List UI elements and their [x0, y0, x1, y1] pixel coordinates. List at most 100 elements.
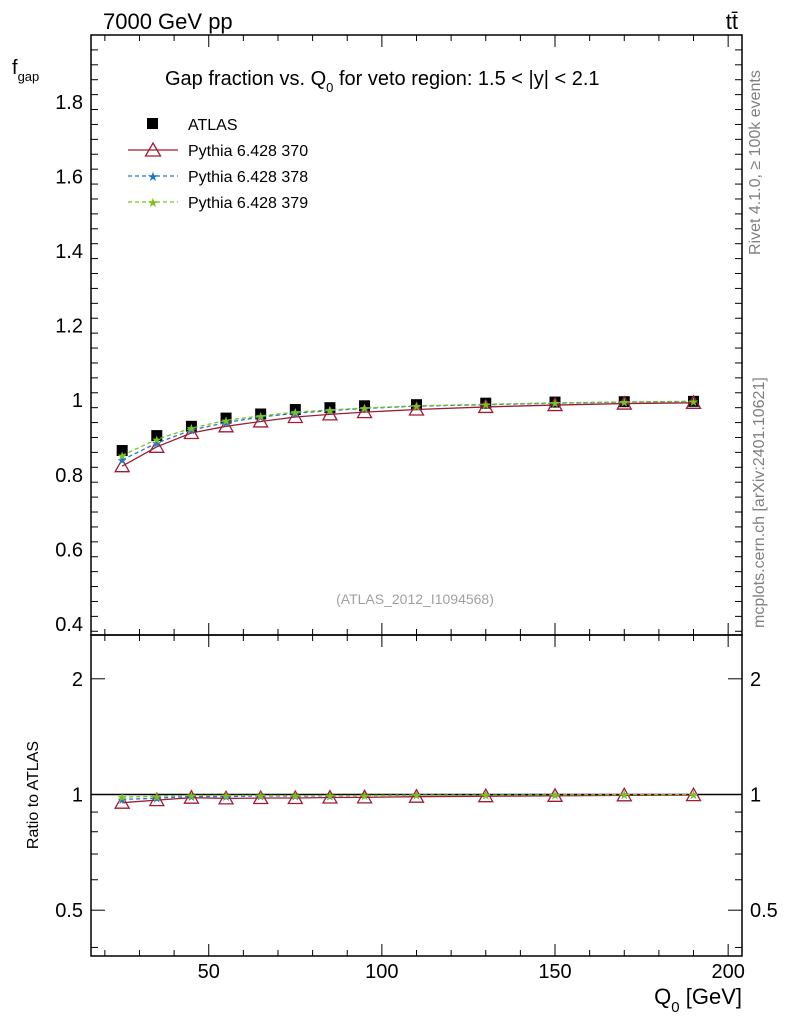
main-pythia-6-428-370-point — [321, 406, 339, 421]
ratio-pythia-6-428-379-point: ★ — [186, 789, 197, 803]
legend-label-pythia-379: Pythia 6.428 379 — [188, 195, 308, 212]
main-pythia-6-428-379-point: ★ — [255, 409, 266, 423]
ratio-pythia-6-428-378-point: ★ — [255, 789, 266, 803]
ratio-pythia-6-428-370-point — [356, 789, 373, 804]
y-tick-label: 1.8 — [55, 92, 83, 114]
ratio-pythia-6-428-370-point — [114, 794, 131, 809]
ratio-y-tick-label-right: 2 — [750, 669, 761, 691]
legend-marker-atlas — [147, 118, 158, 129]
main-pythia-6-428-379-point: ★ — [151, 433, 162, 447]
legend: ATLAS Pythia 6.428 370 ★ Pythia 6.428 37… — [128, 117, 308, 212]
ratio-pythia-6-428-370-line — [122, 794, 694, 804]
main-pythia-6-428-379-point: ★ — [550, 396, 561, 410]
ratio-pythia-6-428-378-point: ★ — [411, 789, 422, 803]
main-pythia-6-428-378-point: ★ — [221, 416, 232, 430]
y-tick-label: 0.8 — [55, 465, 83, 487]
ratio-pythia-6-428-379-point: ★ — [151, 790, 162, 804]
main-pythia-6-428-370-point — [183, 424, 200, 440]
ratio-pythia-6-428-370-point — [408, 788, 425, 803]
main-pythia-6-428-378-point: ★ — [359, 402, 370, 416]
legend-marker-pythia-378: ★ — [147, 169, 159, 184]
main-pythia-6-428-379-point: ★ — [359, 402, 370, 416]
legend-entry-pythia-370: Pythia 6.428 370 — [128, 141, 308, 160]
main-pythia-6-428-378-point: ★ — [186, 424, 197, 438]
x-axis-label-sub: 0 — [671, 999, 679, 1016]
ratio-pythia-6-428-379-point: ★ — [480, 788, 491, 802]
legend-marker-pythia-370 — [144, 141, 162, 157]
ratio-pythia-6-428-379-point: ★ — [619, 788, 630, 802]
main-pythia-6-428-378-point: ★ — [325, 404, 336, 418]
ratio-pythia-6-428-379-point: ★ — [221, 789, 232, 803]
main-pythia-6-428-370-point — [356, 403, 373, 419]
ratio-pythia-6-428-379-point: ★ — [255, 789, 266, 803]
ratio-pythia-6-428-379-point: ★ — [290, 789, 301, 803]
main-pythia-6-428-370-point — [546, 396, 564, 412]
ratio-pythia-6-428-378-point: ★ — [186, 790, 197, 804]
main-pythia-6-428-379-point: ★ — [117, 449, 128, 463]
ratio-pythia-6-428-370-point — [321, 789, 339, 804]
ratio-pythia-6-428-370-point — [287, 789, 304, 805]
main-atlas-point — [116, 445, 128, 457]
legend-label-pythia-370: Pythia 6.428 370 — [188, 143, 308, 160]
main-pythia-6-428-378-point: ★ — [688, 395, 699, 409]
main-pythia-6-428-370-point — [616, 395, 633, 410]
y-tick-label: 0.4 — [55, 614, 83, 636]
main-pythia-6-428-370-point — [114, 457, 131, 473]
main-pythia-6-428-370-point — [477, 398, 494, 414]
main-pythia-6-428-370-point — [287, 408, 304, 424]
x-tick-label: 100 — [365, 961, 398, 983]
ratio-y-tick-label-right: 0.5 — [750, 900, 778, 922]
main-atlas-point — [549, 396, 561, 408]
chart-title-after: for veto region: 1.5 < |y| < 2.1 — [333, 68, 599, 90]
rivet-version-label: Rivet 4.1.0, ≥ 100k events — [747, 70, 764, 255]
legend-entry-atlas: ATLAS — [147, 117, 238, 134]
main-atlas-point — [618, 396, 630, 408]
ratio-pythia-6-428-379-point: ★ — [550, 788, 561, 802]
chart-title-before: Gap fraction vs. Q — [165, 68, 326, 90]
beam-label: 7000 GeV pp — [103, 9, 233, 34]
main-atlas-point — [151, 430, 163, 442]
ratio-pythia-6-428-378-point: ★ — [221, 790, 232, 804]
main-pythia-6-428-378-point: ★ — [290, 407, 301, 421]
x-axis-label: Q0 [GeV] — [654, 984, 742, 1016]
y-tick-label: 1.6 — [55, 167, 83, 189]
main-pythia-6-428-379-point: ★ — [411, 399, 422, 413]
main-pythia-6-428-379-point: ★ — [619, 396, 630, 410]
ratio-pythia-6-428-378-point: ★ — [290, 790, 301, 804]
main-atlas-point — [411, 399, 422, 411]
ratio-pythia-6-428-379-point: ★ — [688, 788, 699, 802]
ratio-pythia-6-428-378-point: ★ — [480, 789, 491, 803]
main-atlas-point — [480, 397, 492, 409]
main-pythia-6-428-378-point: ★ — [550, 397, 561, 411]
x-tick-label: 200 — [711, 961, 744, 983]
legend-label-atlas: ATLAS — [188, 117, 238, 134]
ratio-y-tick-label-right: 1 — [750, 784, 761, 806]
main-pythia-6-428-379-point: ★ — [290, 406, 301, 420]
main-pythia-6-428-378-point: ★ — [151, 437, 162, 451]
ratio-pythia-6-428-378-point: ★ — [688, 788, 699, 802]
y-tick-label: 1.2 — [55, 316, 83, 338]
legend-marker-pythia-379: ★ — [147, 195, 159, 210]
ratio-pythia-6-428-378-point: ★ — [151, 792, 162, 806]
main-pythia-6-428-370-point — [148, 438, 165, 453]
main-pythia-6-428-378-point: ★ — [619, 396, 630, 410]
main-pythia-6-428-370-point — [685, 394, 702, 409]
ratio-pythia-6-428-378-point: ★ — [117, 793, 128, 807]
legend-label-pythia-378: Pythia 6.428 378 — [188, 169, 308, 186]
main-series: ★★★★ ★ ★ ★ ★ ★ ★ ★ ★ ★★★★★ ★ ★ ★ ★ ★ ★ ★ ★ ★ — [114, 394, 702, 473]
y-tick-label: 0.6 — [55, 539, 83, 561]
main-pythia-6-428-379-point: ★ — [186, 422, 197, 436]
ratio-pythia-6-428-378-point: ★ — [325, 789, 336, 803]
main-pythia-6-428-379-point: ★ — [325, 403, 336, 417]
main-pythia-6-428-378-point: ★ — [411, 400, 422, 414]
x-axis-label-after: [GeV] — [680, 984, 742, 1009]
ratio-pythia-6-428-378-point: ★ — [619, 788, 630, 802]
x-tick-label: 150 — [538, 961, 571, 983]
main-y-axis-label-sub: gap — [18, 69, 40, 84]
ratio-pythia-6-428-370-point — [217, 790, 235, 805]
main-pythia-6-428-378-point: ★ — [117, 453, 128, 467]
ratio-pythia-6-428-370-point — [252, 789, 269, 805]
ratio-series: ★ ★ ★ ★ ★ ★ ★ ★ ★ ★ ★ ★ ★★ ★ ★ ★ ★ ★ ★ ★ ★ ★ ★ ★ ★ — [114, 786, 702, 809]
process-label: tt̄ — [726, 9, 738, 34]
